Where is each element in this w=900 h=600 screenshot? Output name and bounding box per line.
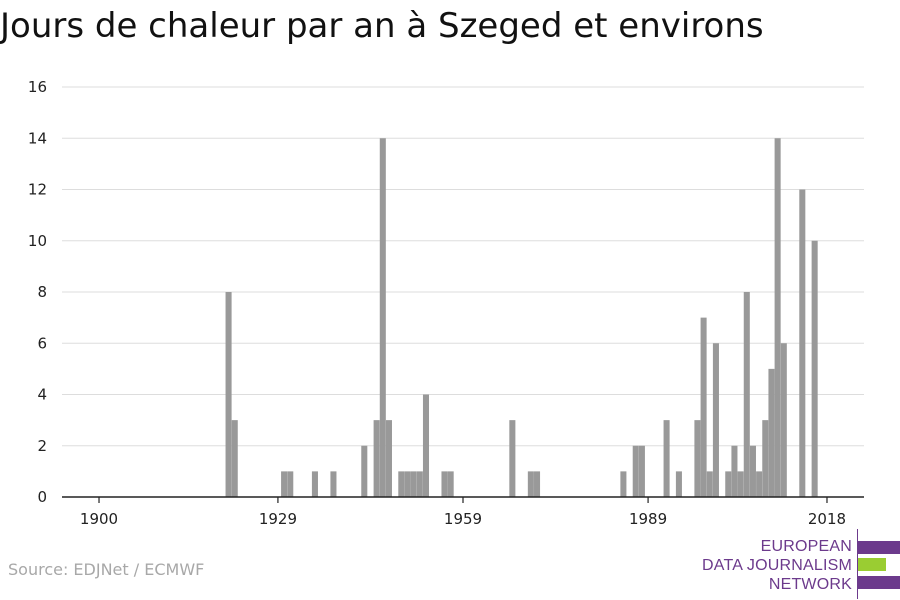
bar — [737, 471, 744, 497]
logo-line-data-journalism: DATA JOURNALISM — [702, 557, 852, 574]
bar — [700, 317, 707, 497]
x-tick-label: 1959 — [444, 510, 482, 528]
bar — [799, 189, 806, 497]
bar — [774, 138, 781, 497]
logo-text: EUROPEAN DATA JOURNALISM NETWORK — [702, 537, 852, 594]
bar — [398, 471, 405, 497]
bar — [620, 471, 627, 497]
bar — [743, 292, 750, 497]
bar — [416, 471, 423, 497]
bar — [780, 343, 787, 497]
x-axis-ticks: 1900 1929 1959 1989 2018 — [80, 497, 846, 528]
bar — [509, 420, 516, 497]
bar — [694, 420, 701, 497]
x-tick-label: 2018 — [808, 510, 846, 528]
bar — [756, 471, 763, 497]
bars — [225, 138, 818, 497]
bar — [422, 394, 430, 497]
bar — [768, 368, 775, 497]
bar — [811, 240, 818, 497]
bar — [231, 420, 238, 497]
bar — [527, 471, 534, 497]
bar — [534, 471, 541, 497]
x-tick-label: 1900 — [80, 510, 118, 528]
bar — [379, 138, 386, 497]
logo-bar-top — [858, 541, 900, 554]
y-tick-label: 16 — [28, 78, 47, 96]
logo-line-network: NETWORK — [768, 576, 852, 593]
bar — [447, 471, 454, 497]
bar — [749, 445, 756, 497]
bar — [287, 471, 294, 497]
logo-line-european: EUROPEAN — [760, 538, 852, 555]
bar — [638, 445, 645, 497]
bar — [404, 471, 411, 497]
bar — [712, 343, 719, 497]
y-tick-label: 10 — [28, 232, 47, 250]
bar — [675, 471, 682, 497]
x-tick-label: 1989 — [629, 510, 667, 528]
bar — [632, 445, 639, 497]
bar — [330, 471, 337, 497]
y-tick-label: 0 — [37, 488, 47, 506]
bar — [410, 471, 417, 497]
y-tick-label: 12 — [28, 181, 47, 199]
bar — [373, 420, 380, 497]
edjnet-logo: EUROPEAN DATA JOURNALISM NETWORK — [700, 529, 900, 599]
bar — [731, 445, 738, 497]
bar — [762, 420, 769, 497]
bar — [441, 471, 448, 497]
bar — [385, 420, 392, 497]
bar — [725, 471, 732, 497]
bar — [225, 292, 232, 497]
bar — [311, 471, 318, 497]
y-tick-label: 8 — [37, 283, 47, 301]
bar — [361, 445, 368, 497]
source-note: Source: EDJNet / ECMWF — [8, 560, 205, 579]
logo-bar-middle — [858, 558, 886, 571]
logo-divider — [857, 529, 858, 599]
chart-title: Jours de chaleur par an à Szeged et envi… — [0, 6, 764, 46]
gridlines — [62, 86, 864, 447]
logo-bar-bottom — [858, 576, 900, 589]
y-tick-label: 6 — [37, 334, 47, 352]
y-axis-ticks: 0 2 4 6 8 10 12 14 16 — [28, 78, 47, 506]
bar — [663, 420, 670, 497]
y-tick-label: 2 — [37, 437, 47, 455]
bar — [706, 471, 713, 497]
bar — [281, 471, 288, 497]
x-tick-label: 1929 — [259, 510, 297, 528]
y-tick-label: 14 — [28, 129, 47, 147]
y-tick-label: 4 — [37, 386, 47, 404]
